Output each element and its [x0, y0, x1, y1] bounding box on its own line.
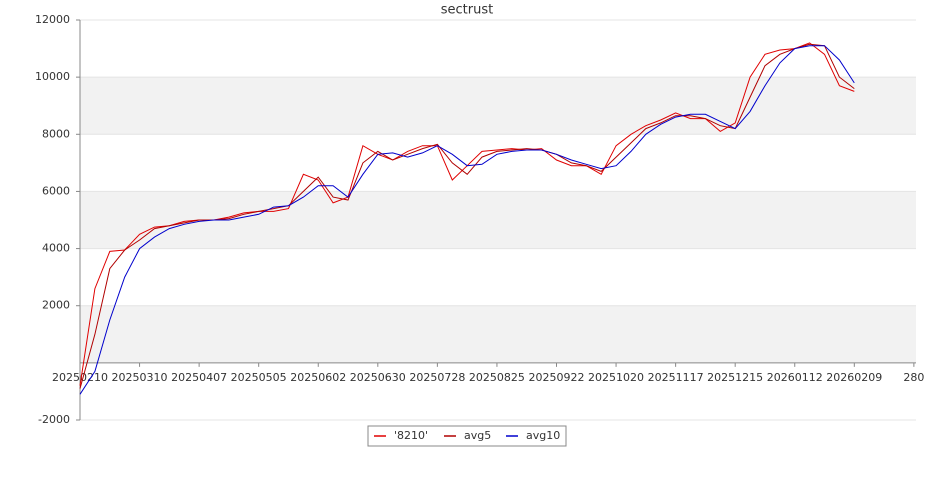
y-tick-label: -2000	[38, 413, 70, 426]
x-tick-label: 20251215	[707, 371, 763, 384]
x-tick-label: 20250728	[409, 371, 465, 384]
chart-title: sectrust	[441, 3, 493, 18]
x-tick-label: 20251020	[588, 371, 644, 384]
legend: '8210' avg5 avg10	[367, 425, 567, 447]
grid-band	[80, 77, 916, 135]
y-tick-label: 2000	[42, 299, 70, 312]
x-tick-label: 20250310	[112, 371, 168, 384]
x-tick-label: 20251117	[648, 371, 704, 384]
legend-box	[367, 425, 567, 447]
x-tick-label: 20250505	[231, 371, 287, 384]
legend-label: avg10	[526, 429, 560, 442]
y-tick-label: 8000	[42, 127, 70, 140]
y-tick-label: 10000	[35, 70, 70, 83]
x-tick-label: 20250407	[171, 371, 227, 384]
y-tick-label: 6000	[42, 184, 70, 197]
x-tick-label: 20250922	[528, 371, 584, 384]
x-tick-label: 280	[903, 371, 924, 384]
x-tick-label: 20260112	[767, 371, 823, 384]
grid-band	[80, 305, 916, 363]
x-tick-label: 20250825	[469, 371, 525, 384]
x-tick-label: 20260209	[826, 371, 882, 384]
legend-label: '8210'	[394, 429, 428, 442]
x-tick-label: 20250210	[52, 371, 108, 384]
x-tick-label: 20250602	[290, 371, 346, 384]
legend-label: avg5	[464, 429, 491, 442]
series-line	[79, 45, 855, 395]
y-tick-label: 4000	[42, 242, 70, 255]
x-tick-label: 20250630	[350, 371, 406, 384]
y-tick-label: 12000	[35, 13, 70, 26]
